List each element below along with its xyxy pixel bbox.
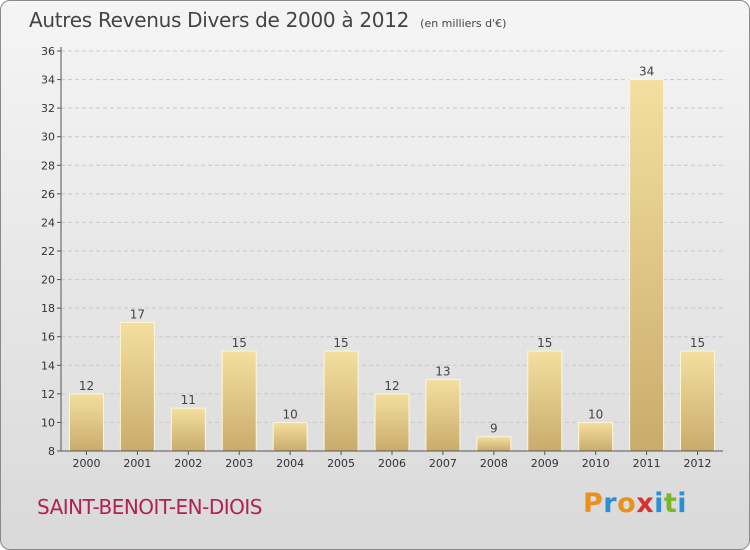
bar-2012 [680,350,716,452]
data-label: 11 [181,393,196,407]
logo-letter: P [583,488,604,519]
y-tick-label: 28 [41,159,55,172]
logo-letter: x [636,488,655,519]
data-label: 9 [490,422,498,436]
bar-2011 [629,79,665,452]
logo-letter: i [677,488,688,519]
x-tick-label: 2008 [480,457,508,470]
logo-letter: o [617,488,637,519]
y-tick-label: 8 [48,445,55,458]
bar-2007 [425,379,461,452]
bar-2000 [68,393,104,452]
y-tick-label: 30 [41,131,55,144]
x-tick-label: 2004 [276,457,304,470]
bar-2004 [272,421,308,452]
data-label: 12 [384,379,399,393]
bar-2009 [527,350,563,452]
y-tick-label: 34 [41,74,55,87]
y-tick-label: 24 [41,216,55,229]
data-label: 12 [79,379,94,393]
logo-letter: i [654,488,664,519]
commune-name: SAINT-BENOIT-EN-DIOIS [37,495,263,519]
bar-2008 [476,436,512,452]
proxiti-logo: Proxiti [583,488,687,519]
x-tick-label: 2006 [378,457,406,470]
data-label: 15 [690,336,705,350]
data-label: 15 [333,336,348,350]
logo-letter: r [603,488,618,519]
y-tick-label: 12 [41,388,55,401]
data-label: 13 [435,365,450,379]
x-tick-label: 2000 [72,457,100,470]
y-tick-label: 20 [41,274,55,287]
y-tick-label: 10 [41,416,55,429]
grid-lines [61,50,723,423]
bar-2001 [119,321,155,452]
data-label: 15 [537,336,552,350]
y-tick-label: 14 [41,359,55,372]
x-tick-label: 2009 [531,457,559,470]
x-tick-label: 2001 [123,457,151,470]
y-tick-label: 16 [41,331,55,344]
y-tick-label: 26 [41,188,55,201]
data-label: 15 [232,336,247,350]
chart-unit: (en milliers d'€) [420,17,507,30]
x-tick-label: 2007 [429,457,457,470]
chart-title: Autres Revenus Divers de 2000 à 2012 [29,8,410,32]
y-tick-label: 36 [41,45,55,58]
data-label: 34 [639,65,654,79]
bar-2006 [374,393,410,452]
x-tick-label: 2003 [225,457,253,470]
data-label: 10 [588,407,603,421]
bar-2003 [221,350,257,452]
y-tick-label: 32 [41,102,55,115]
axes: 8 10 12 14 16 18 20 22 24 26 28 30 32 34 36 2000 2001 200… [41,45,723,470]
title-row: Autres Revenus Divers de 2000 à 2012 (en… [29,8,506,32]
x-tick-label: 2011 [633,457,661,470]
bar-2010 [578,421,614,452]
y-tick-label: 18 [41,302,55,315]
data-label: 10 [283,407,298,421]
bars: 12 17 11 15 10 15 12 13 9 15 10 34 15 [68,65,716,452]
data-label: 17 [130,307,145,321]
bar-2002 [170,407,206,452]
x-tick-label: 2012 [684,457,712,470]
x-tick-label: 2002 [174,457,202,470]
logo-letter: t [663,488,678,519]
bar-2005 [323,350,359,452]
x-tick-label: 2010 [582,457,610,470]
y-tick-label: 22 [41,245,55,258]
x-tick-label: 2005 [327,457,355,470]
